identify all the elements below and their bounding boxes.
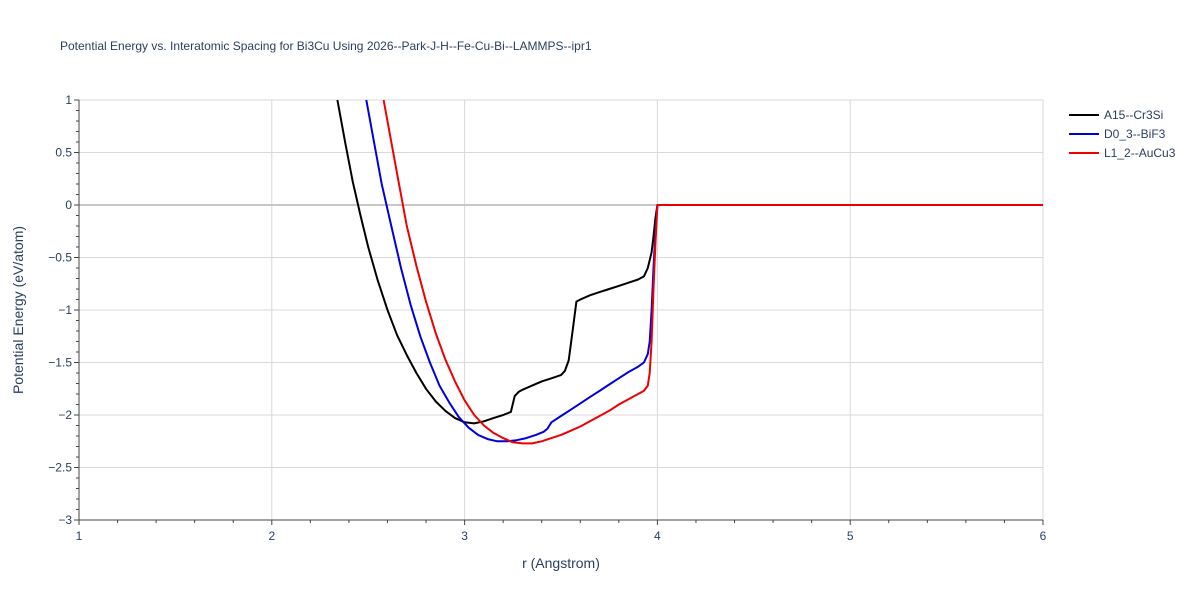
legend-label: A15--Cr3Si bbox=[1104, 108, 1163, 122]
x-tick-label: 1 bbox=[76, 529, 83, 543]
grid-layer bbox=[79, 99, 1044, 520]
y-tick-label: −1.5 bbox=[48, 356, 72, 370]
x-tick-label: 2 bbox=[268, 529, 275, 543]
y-tick-label: 1 bbox=[65, 93, 72, 107]
series-line-1 bbox=[336, 100, 1043, 425]
y-axis-title: Potential Energy (eV/atom) bbox=[10, 226, 26, 394]
legend-label: L1_2--AuCu3 bbox=[1104, 146, 1176, 160]
series-layer bbox=[336, 100, 1043, 445]
series-line-3 bbox=[382, 100, 1043, 445]
x-tick-label: 6 bbox=[1040, 529, 1047, 543]
y-tick-label: −0.5 bbox=[48, 251, 72, 265]
axis-layer bbox=[74, 99, 1044, 525]
legend-label: D0_3--BiF3 bbox=[1104, 127, 1166, 141]
legend: A15--Cr3Si D0_3--BiF3 L1_2--AuCu3 bbox=[1069, 108, 1176, 160]
x-tick-label: 4 bbox=[654, 529, 661, 543]
x-tick-label: 5 bbox=[847, 529, 854, 543]
x-axis-title: r (Angstrom) bbox=[522, 555, 600, 571]
y-tick-label: −1 bbox=[58, 303, 72, 317]
y-tick-label: −3 bbox=[58, 513, 72, 527]
y-tick-label: 0 bbox=[65, 198, 72, 212]
y-tick-label: −2 bbox=[58, 408, 72, 422]
y-tick-label: −2.5 bbox=[48, 461, 72, 475]
chart-title: Potential Energy vs. Interatomic Spacing… bbox=[60, 39, 592, 53]
tick-label-layer: 1 2 3 4 5 6 −3 −2.5 −2 −1.5 −1 −0.5 0 0.5 1 bbox=[48, 93, 1046, 543]
x-tick-label: 3 bbox=[461, 529, 468, 543]
y-tick-label: 0.5 bbox=[55, 146, 72, 160]
